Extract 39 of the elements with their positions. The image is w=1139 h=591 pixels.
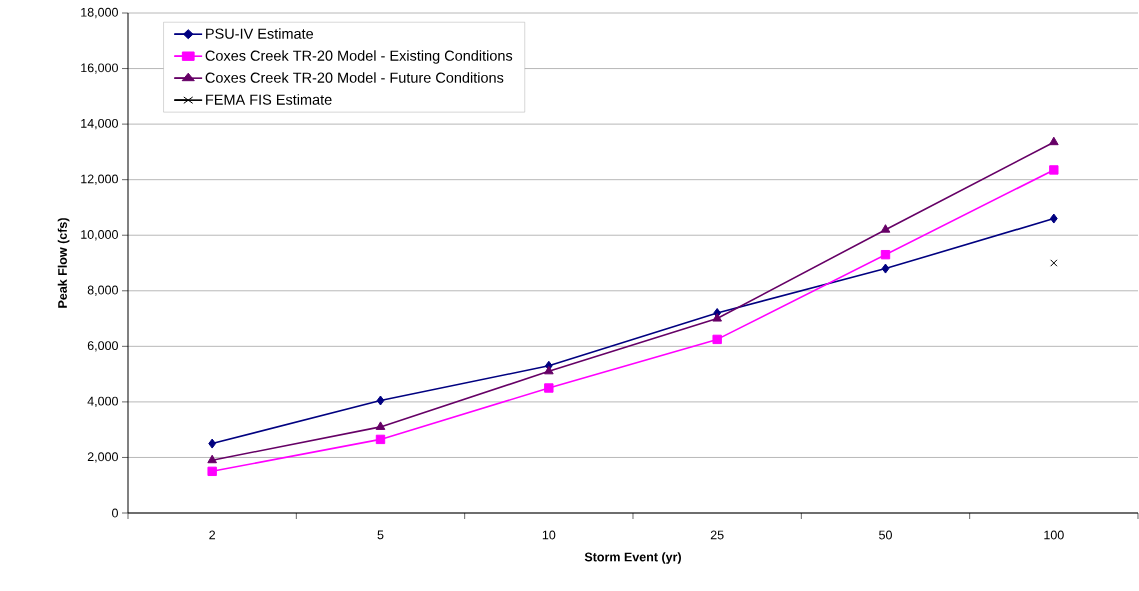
y-tick-label: 14,000 — [81, 118, 118, 130]
point — [712, 313, 722, 322]
y-tick-label: 18,000 — [81, 7, 118, 19]
y-tick-label: 4,000 — [87, 396, 118, 408]
point — [544, 383, 554, 393]
legend-label: FEMA FIS Estimate — [206, 94, 332, 105]
point — [712, 334, 722, 345]
y-tick-label: 2,000 — [87, 452, 118, 463]
y-tick-label: 8,000 — [87, 285, 118, 296]
x-tick-label: 5 — [377, 530, 384, 540]
y-tick-label: 0 — [112, 508, 118, 518]
y-tick-label: 6,000 — [87, 341, 118, 352]
x-tick-label: 100 — [1044, 530, 1064, 540]
point — [1049, 213, 1058, 224]
point — [208, 438, 217, 449]
legend-label: PSU-IV Estimate — [206, 28, 314, 39]
point — [375, 434, 386, 445]
y-tick-label: 10,000 — [81, 230, 118, 241]
point — [375, 421, 386, 430]
x-axis-title: Storm Event (yr) — [584, 552, 681, 564]
y-axis-title: Peak Flow (cfs) — [57, 218, 70, 308]
legend-label: Coxes Creek TR-20 Model - Future Conditions — [205, 72, 504, 83]
x-tick-label: 10 — [542, 530, 556, 540]
point — [544, 365, 554, 375]
point — [207, 454, 217, 464]
point — [1048, 136, 1059, 146]
y-tick-label: 12,000 — [81, 174, 118, 185]
y-tick-label: 16,000 — [81, 63, 118, 74]
point — [376, 395, 385, 406]
legend-label: Coxes Creek TR-20 Model - Existing Conditions — [205, 50, 513, 64]
point — [881, 263, 890, 274]
point — [880, 224, 891, 233]
point — [207, 466, 217, 477]
point — [1050, 259, 1058, 267]
x-tick-label: 2 — [209, 530, 216, 540]
x-tick-label: 50 — [879, 530, 892, 540]
point — [1049, 165, 1059, 175]
point — [880, 249, 891, 260]
x-tick-label: 25 — [710, 530, 724, 540]
